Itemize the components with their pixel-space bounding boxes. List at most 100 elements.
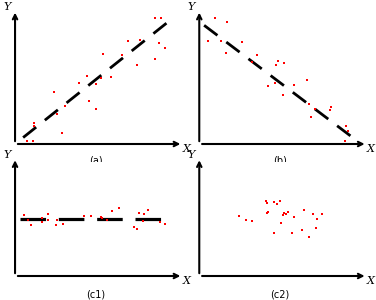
Point [271,200,277,205]
Point [157,220,163,225]
Point [141,212,147,217]
Point [162,46,168,50]
Point [98,215,104,220]
Point [223,50,229,55]
Point [104,218,110,223]
Point [264,211,270,215]
Point [136,211,142,216]
Point [291,215,297,220]
Point [54,218,60,222]
Point [278,220,284,225]
Point [249,60,255,64]
Point [299,227,305,232]
Point [291,82,297,87]
Point [100,52,106,57]
Point [108,75,114,80]
Point [119,52,125,57]
Point [277,199,283,203]
Point [153,57,159,62]
Point [218,38,224,43]
Point [265,84,271,88]
Point [264,201,270,206]
Text: (a): (a) [89,156,103,166]
Point [274,202,280,207]
Point [205,38,211,43]
Point [28,222,34,227]
Point [145,208,151,213]
Point [342,139,348,144]
Point [249,219,255,224]
Text: X: X [182,276,190,286]
Point [45,211,51,216]
Point [280,213,286,218]
Point [306,101,312,106]
Point [62,104,68,109]
Text: (c2): (c2) [270,289,290,299]
Point [319,212,325,217]
Point [343,123,349,128]
Point [310,212,316,216]
Point [314,217,320,221]
Point [76,81,82,85]
Point [162,222,168,227]
Point [152,15,158,20]
Point [59,130,65,135]
Point [224,20,230,24]
Text: (b): (b) [273,156,287,166]
Point [133,62,139,67]
Point [254,52,260,57]
Point [25,218,31,223]
Point [272,81,278,86]
Point [30,139,36,144]
Text: X: X [367,144,374,154]
Point [99,215,105,220]
Point [313,226,319,230]
Point [86,98,92,103]
Point [270,231,276,236]
Point [45,218,51,223]
Point [137,38,143,42]
Point [131,224,137,229]
Point [306,235,312,239]
Point [285,210,291,214]
Point [308,114,314,119]
Point [238,40,244,45]
Text: (c1): (c1) [86,289,105,299]
Point [60,222,66,227]
Point [99,75,105,80]
Point [81,214,87,219]
Point [156,41,162,46]
Point [304,78,310,82]
Point [53,223,59,227]
Point [328,105,334,110]
Point [345,128,351,133]
Point [21,212,27,217]
Point [93,82,99,87]
Point [283,212,289,217]
Point [327,107,333,112]
Text: X: X [367,276,374,286]
Point [54,112,60,117]
Point [30,124,36,129]
Point [249,60,255,65]
Point [289,230,295,235]
Point [88,214,94,219]
Point [134,226,140,231]
Point [84,73,90,78]
Point [280,93,287,98]
Point [243,218,249,222]
Point [273,63,279,68]
Text: Y: Y [188,150,195,160]
Point [31,121,37,125]
Point [158,15,164,20]
Point [109,209,115,214]
Point [93,107,99,112]
Point [139,218,146,223]
Point [312,106,318,111]
Point [263,199,269,204]
Point [301,208,307,212]
Point [275,59,281,64]
Point [39,215,45,220]
Point [280,60,287,65]
Text: Y: Y [3,150,11,160]
